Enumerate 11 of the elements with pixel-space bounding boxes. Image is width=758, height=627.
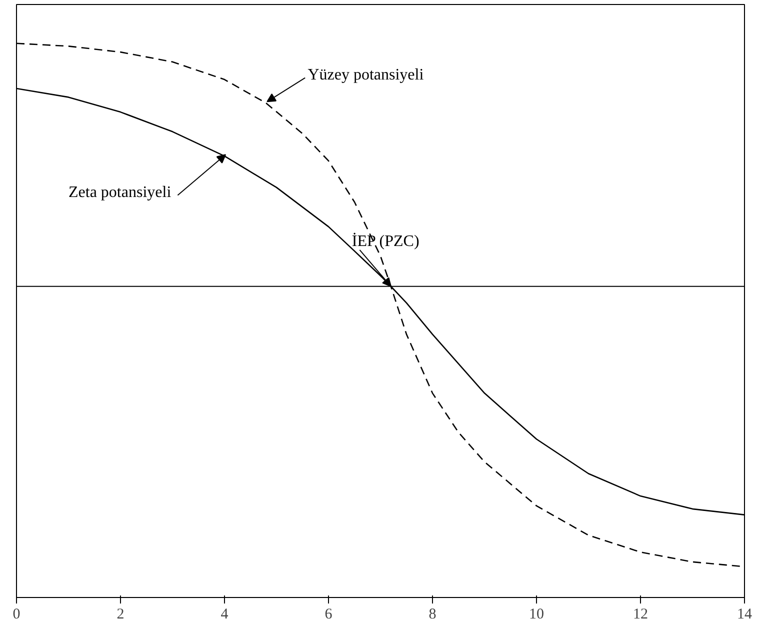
x-tick-label: 6 [324,606,333,622]
x-tick-label: 2 [116,606,124,622]
x-tick-label: 14 [737,606,752,622]
x-tick-label: 0 [12,606,20,622]
x-tick-label: 8 [428,606,436,622]
x-tick-label: 10 [529,606,544,622]
text: Zeta potansiyeli [68,184,172,201]
x-tick-label: 4 [220,606,229,622]
x-tick-label: 12 [633,606,648,622]
text: Yüzey potansiyeli [308,66,424,84]
annotation: İEP (PZC) [352,232,420,250]
